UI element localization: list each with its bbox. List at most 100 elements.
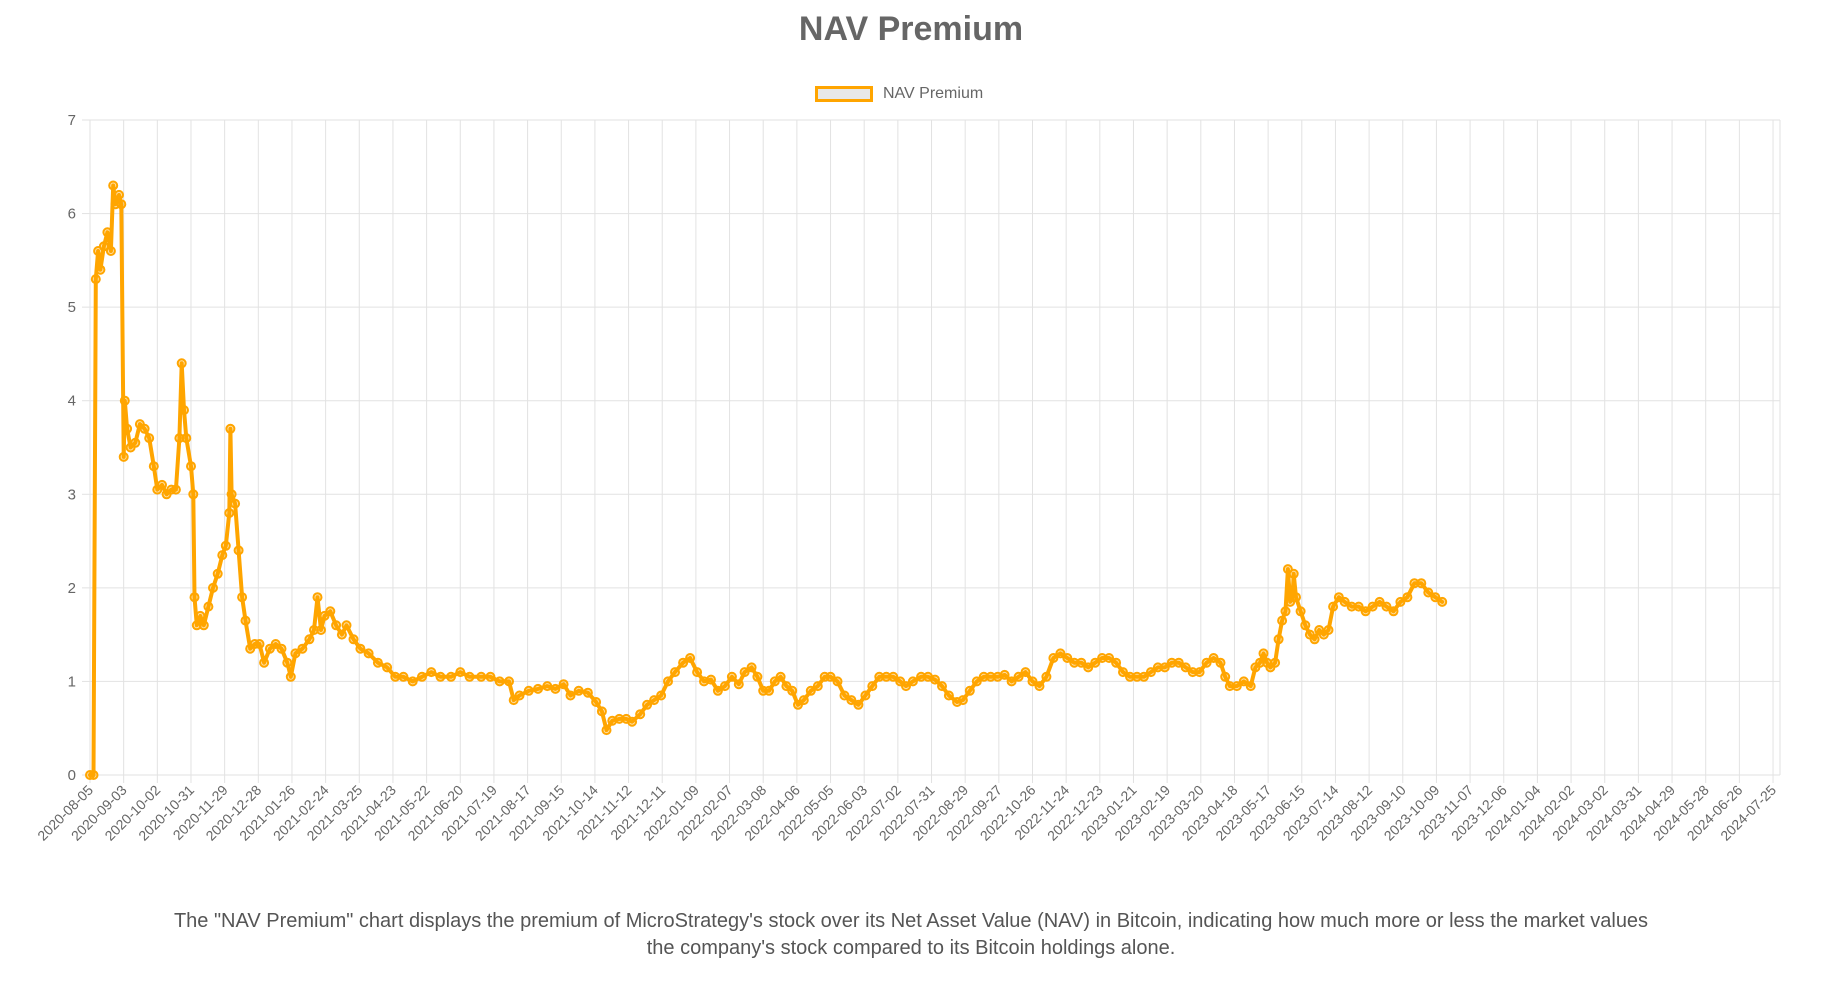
- data-point: [139, 423, 150, 434]
- data-point: [195, 610, 206, 621]
- data-point: [558, 679, 569, 690]
- data-point: [1055, 648, 1066, 659]
- data-point: [312, 592, 323, 603]
- data-point: [1006, 676, 1017, 687]
- data-point: [290, 648, 301, 659]
- data-point: [233, 545, 244, 556]
- data-point: [1013, 671, 1024, 682]
- data-point: [533, 683, 543, 694]
- data-point: [719, 681, 730, 692]
- data-point: [1245, 681, 1256, 692]
- data-point: [148, 461, 159, 472]
- data-point: [1145, 667, 1156, 678]
- data-point: [601, 725, 612, 736]
- data-point: [1132, 671, 1142, 682]
- data-point: [1194, 667, 1205, 678]
- data-point: [514, 690, 525, 701]
- data-point: [336, 629, 347, 640]
- series-nav-premium: [85, 180, 1448, 780]
- data-point: [881, 671, 892, 682]
- data-point: [775, 671, 786, 682]
- data-point: [752, 671, 763, 682]
- data-point: [348, 634, 359, 645]
- data-point: [426, 667, 437, 678]
- data-point: [1201, 657, 1212, 668]
- data-point: [1423, 587, 1434, 598]
- data-point: [739, 667, 750, 678]
- data-point: [853, 699, 864, 710]
- data-point: [726, 671, 737, 682]
- data-point: [363, 648, 374, 659]
- legend-swatch: [815, 86, 873, 102]
- data-point: [1020, 667, 1031, 678]
- data-point: [282, 657, 293, 668]
- data-point: [867, 681, 878, 692]
- data-point: [901, 681, 911, 692]
- data-point: [565, 690, 576, 701]
- data-point: [656, 690, 667, 701]
- data-point: [494, 676, 505, 687]
- data-point: [805, 685, 816, 696]
- data-point: [105, 246, 116, 256]
- data-point: [1295, 606, 1306, 617]
- data-point: [476, 671, 487, 682]
- data-point: [208, 582, 218, 593]
- data-point: [1159, 662, 1170, 673]
- data-point: [118, 451, 129, 462]
- data-point: [355, 643, 366, 654]
- data-point: [670, 667, 680, 678]
- data-point: [1034, 681, 1045, 692]
- data-point: [1277, 615, 1288, 626]
- data-point: [523, 685, 534, 696]
- data-point: [1409, 578, 1420, 589]
- data-point: [764, 685, 774, 696]
- data-point: [1339, 596, 1350, 607]
- data-point: [176, 358, 187, 369]
- data-point: [1111, 657, 1122, 668]
- data-point: [181, 433, 192, 444]
- legend[interactable]: NAV Premium: [815, 85, 983, 103]
- data-point: [1353, 601, 1364, 612]
- data-point: [1208, 653, 1219, 663]
- data-point: [642, 699, 653, 710]
- data-point: [225, 423, 236, 434]
- data-point: [203, 601, 214, 612]
- data-point: [596, 706, 607, 717]
- data-point: [435, 671, 446, 682]
- data-point: [1048, 653, 1059, 663]
- chart-caption: The "NAV Premium" chart displays the pre…: [173, 910, 1649, 959]
- data-point: [746, 662, 757, 673]
- grid: [89, 119, 1781, 776]
- data-point: [1173, 657, 1184, 668]
- data-point: [839, 690, 850, 701]
- legend-label: NAV Premium: [883, 85, 984, 102]
- data-point: [259, 657, 270, 668]
- data-point: [237, 592, 248, 603]
- data-point: [1360, 606, 1371, 617]
- data-point: [122, 423, 133, 434]
- data-point: [712, 685, 723, 696]
- data-point: [1381, 601, 1392, 612]
- data-point: [787, 685, 798, 696]
- data-point: [733, 679, 744, 690]
- data-point: [999, 669, 1010, 680]
- data-point: [341, 620, 352, 631]
- data-point: [1323, 625, 1334, 635]
- data-point: [692, 667, 703, 678]
- data-point: [188, 489, 199, 500]
- data-point: [189, 592, 200, 603]
- data-point: [812, 681, 823, 692]
- data-point: [186, 461, 196, 472]
- data-point: [943, 690, 954, 701]
- data-point: [212, 568, 223, 579]
- y-tick-label: 3: [68, 486, 76, 503]
- chart-title: NAV Premium: [798, 10, 1024, 48]
- data-point: [88, 770, 99, 780]
- data-point: [678, 657, 689, 668]
- data-point: [825, 671, 836, 682]
- data-point: [464, 671, 475, 682]
- data-point: [230, 498, 241, 509]
- y-tick-label: 4: [68, 393, 76, 410]
- data-point: [398, 671, 409, 682]
- data-point: [635, 709, 646, 720]
